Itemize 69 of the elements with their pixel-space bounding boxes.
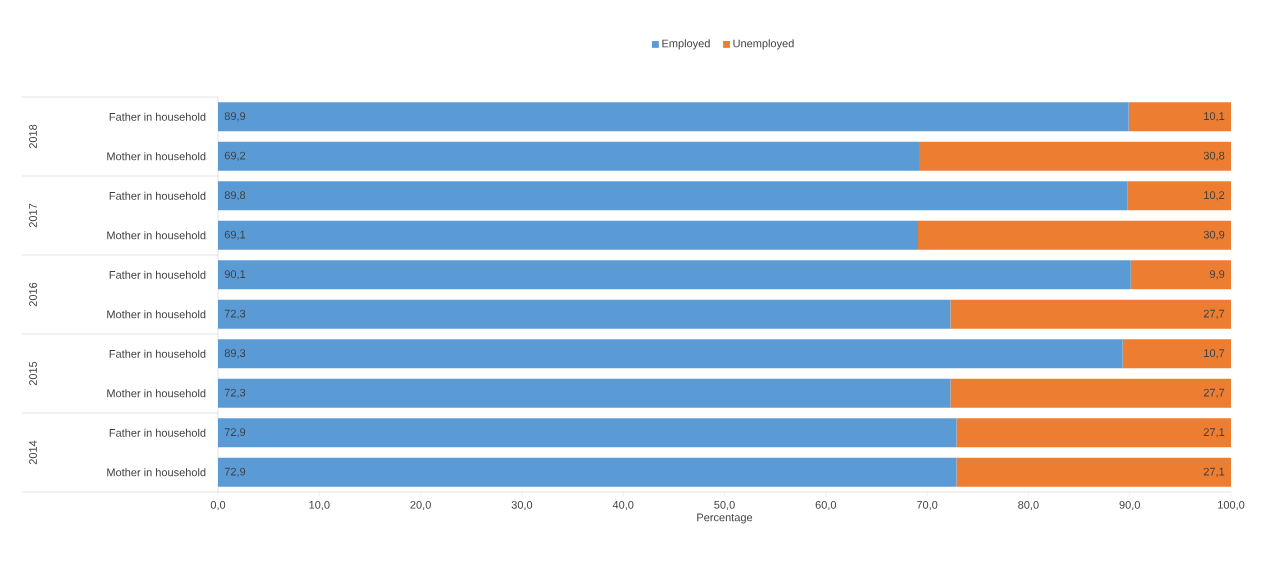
x-tick-label: 50,0 — [714, 500, 735, 511]
data-label: 30,8 — [1203, 151, 1225, 161]
bar — [1130, 260, 1232, 290]
y-tick-label: Mother in household — [107, 310, 206, 319]
data-label: 69,2 — [224, 151, 246, 161]
data-label: 72,9 — [224, 428, 246, 438]
bar — [1128, 102, 1232, 132]
x-tick-label: 30,0 — [511, 500, 533, 511]
data-label: 10,7 — [1204, 349, 1225, 359]
text: 2018 — [29, 124, 37, 149]
bar — [1122, 339, 1232, 369]
y-tick-label: Mother in household — [107, 231, 206, 240]
data-label: 72,3 — [224, 388, 246, 398]
bar — [919, 141, 1232, 171]
data-label: 69,1 — [224, 230, 246, 240]
y-tick-label: Mother in household — [107, 389, 206, 398]
x-tick-label: 40,0 — [612, 500, 634, 511]
bar — [218, 457, 957, 487]
y-tick-label: Father in household — [109, 191, 206, 200]
legend-label: Unemployed — [733, 39, 794, 50]
y-tick-label: Father in household — [109, 112, 206, 121]
y-tick-label: Father in household — [109, 349, 206, 358]
bar — [218, 181, 1128, 211]
bar — [956, 418, 1232, 448]
bar — [218, 141, 920, 171]
bar — [956, 457, 1232, 487]
bar — [218, 339, 1123, 369]
bar — [950, 299, 1232, 329]
y-tick-label: Mother in household — [107, 468, 206, 477]
data-label: 10,1 — [1204, 112, 1225, 122]
data-label: 90,1 — [224, 270, 246, 280]
data-label: 89,3 — [224, 349, 246, 359]
x-tick-label: 60,0 — [815, 500, 837, 511]
y-tick-label: Mother in household — [107, 152, 206, 161]
bar — [218, 102, 1129, 132]
data-label: 27,7 — [1203, 309, 1225, 319]
x-tick-label: 0,0 — [210, 500, 226, 511]
text: 2014 — [29, 440, 37, 465]
x-axis-title: Percentage — [697, 513, 753, 524]
bar — [1127, 181, 1232, 211]
x-tick-label: 100,0 — [1218, 500, 1245, 511]
data-label: 30,9 — [1203, 230, 1225, 240]
x-tick-label: 70,0 — [916, 500, 938, 511]
data-label: 72,3 — [224, 309, 246, 319]
y-tick-label: Father in household — [109, 428, 206, 437]
legend-label: Employed — [662, 39, 710, 50]
data-label: 89,8 — [224, 191, 246, 201]
x-tick-label: 80,0 — [1018, 500, 1039, 511]
bar — [218, 378, 951, 408]
bar — [218, 260, 1131, 290]
x-tick-label: 20,0 — [410, 500, 431, 511]
x-tick-label: 90,0 — [1119, 500, 1140, 511]
bar — [218, 220, 918, 250]
data-label: 27,1 — [1203, 467, 1225, 477]
x-tick-label: 10,0 — [309, 500, 330, 511]
y-tick-label: Father in household — [109, 270, 206, 279]
text: 2015 — [29, 361, 37, 386]
text: 2017 — [29, 203, 37, 228]
data-label: 27,1 — [1203, 428, 1225, 438]
data-label: 10,2 — [1204, 191, 1225, 201]
data-label: 27,7 — [1203, 388, 1225, 398]
data-label: 89,9 — [224, 112, 246, 122]
bar — [917, 220, 1232, 250]
bar — [218, 418, 957, 448]
bar — [950, 378, 1232, 408]
data-label: 9,9 — [1209, 270, 1225, 280]
data-label: 72,9 — [224, 467, 246, 477]
text: 2016 — [29, 282, 37, 307]
bar — [218, 299, 951, 329]
